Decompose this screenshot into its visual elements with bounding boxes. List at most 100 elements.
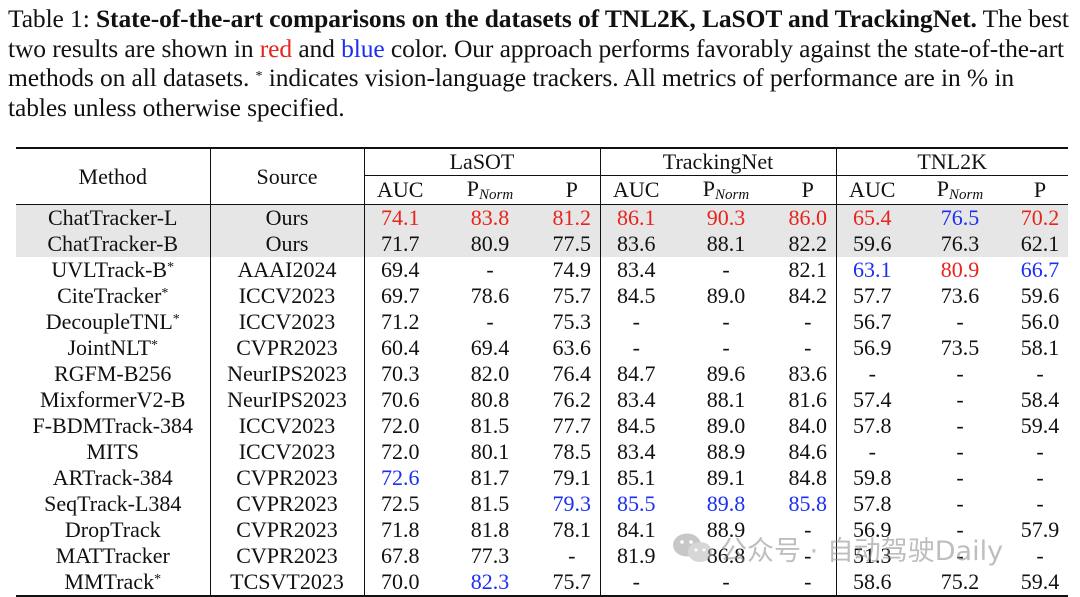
cell-value: 84.1	[617, 517, 656, 542]
cell-value: 69.4	[470, 335, 510, 360]
header-lasot-auc: AUC	[364, 175, 436, 205]
cell-source: ICCV2023	[210, 309, 365, 335]
cell-method: ARTrack-384	[16, 465, 211, 491]
cell-value: 76.4	[544, 361, 601, 387]
header-tnl2k-pnorm: PNorm	[908, 175, 1012, 205]
cell-value: 85.8	[780, 491, 837, 517]
cell-value: 57.9	[1020, 517, 1060, 542]
cell-value: -	[956, 309, 964, 334]
cell-value: 82.2	[780, 231, 837, 257]
caption-text-c: indicates vision-language trackers. All …	[8, 63, 1014, 122]
header-group-tnl2k: TNL2K	[836, 147, 1068, 176]
cell-value: 83.4	[617, 387, 656, 412]
cell-value: 83.6	[780, 361, 837, 387]
cell-source: Ours	[210, 231, 365, 257]
cell-source: CVPR2023	[210, 491, 365, 517]
cell-value: -	[486, 309, 494, 334]
cell-value: 59.8	[853, 465, 892, 490]
cell-method: MITS	[16, 439, 211, 465]
cell-value: 67.8	[381, 543, 420, 568]
cell-value: 70.6	[381, 387, 420, 412]
cell-value: -	[956, 361, 964, 386]
cell-value: 84.8	[780, 465, 837, 491]
cell-method: DecoupleTNL*	[16, 309, 211, 335]
caption-title: State-of-the-art comparisons on the data…	[95, 4, 977, 33]
cell-value: 85.1	[617, 465, 656, 490]
cell-value: 72.0	[381, 413, 420, 438]
vision-language-marker: *	[154, 572, 162, 587]
caption-blue-word: blue	[341, 33, 385, 63]
cell-value: 62.1	[1012, 231, 1068, 257]
table-row: ARTrack-384 CVPR2023 72.6 81.7 79.1 85.1 89.1 8…	[16, 465, 1068, 491]
cell-value: 83.4	[617, 257, 656, 282]
vision-language-marker: *	[172, 312, 180, 327]
cell-value: -	[956, 387, 964, 412]
vision-language-marker: *	[167, 260, 175, 275]
caption-text-b: color. Our approach performs favorably a…	[8, 33, 1064, 93]
cell-value: 81.7	[470, 465, 510, 490]
cell-value: 77.5	[544, 231, 601, 257]
cell-value: -	[486, 257, 494, 282]
cell-method: F-BDMTrack-384	[16, 413, 211, 439]
cell-source: CVPR2023	[210, 543, 365, 569]
cell-method: UVLTrack-B*	[16, 257, 211, 283]
cell-value: -	[1036, 543, 1044, 568]
method-name: ARTrack-384	[52, 465, 173, 490]
cell-value: 84.5	[617, 283, 656, 308]
cell-value: 89.1	[706, 465, 746, 490]
cell-value: 76.5	[908, 204, 1012, 231]
header-tnl2k-auc: AUC	[836, 175, 908, 205]
header-tnl2k-p: P	[1012, 175, 1068, 205]
cell-value: 81.2	[544, 204, 601, 231]
cell-value: 73.6	[940, 283, 980, 308]
cell-source: CVPR2023	[210, 335, 365, 361]
cell-value: -	[780, 335, 837, 361]
cell-value: 59.4	[1020, 413, 1060, 438]
cell-value: 56.9	[853, 335, 892, 360]
cell-value: 79.1	[544, 465, 601, 491]
cell-value: 81.5	[470, 491, 510, 516]
header-pnorm-sub: Norm	[949, 187, 984, 203]
cell-value: 89.6	[706, 361, 746, 386]
cell-value: 59.4	[1012, 569, 1068, 597]
table-row: F-BDMTrack-384 ICCV2023 72.0 81.5 77.7 84.5 89…	[16, 413, 1068, 439]
cell-method: MixformerV2-B	[16, 387, 211, 413]
cell-source: ICCV2023	[210, 283, 365, 309]
header-row-metrics: AUC PNorm P AUC PNorm P AUC PNorm P	[16, 175, 1068, 205]
cell-source: CVPR2023	[210, 517, 365, 543]
cell-value: 84.0	[780, 413, 837, 439]
caption-text-a: The best two results are shown in	[8, 4, 1069, 63]
results-table: Method Source LaSOT TrackingNet TNL2K AU…	[16, 147, 1068, 597]
cell-value: 72.5	[381, 491, 420, 516]
cell-value: 59.6	[1020, 283, 1060, 308]
cell-value: 63.6	[544, 335, 601, 361]
caption-red-word: red	[259, 33, 293, 63]
method-name: MITS	[86, 439, 140, 464]
cell-value: 80.8	[470, 387, 510, 412]
method-name: ChatTracker-L	[48, 205, 178, 230]
cell-method: ChatTracker-L	[16, 204, 211, 231]
cell-value: -	[722, 335, 730, 360]
vision-language-marker: *	[161, 286, 169, 301]
cell-value: 74.1	[364, 204, 436, 231]
cell-value: 88.9	[706, 517, 746, 542]
cell-value: -	[1036, 465, 1044, 490]
caption-star: *	[255, 69, 263, 84]
cell-value: 56.0	[1020, 309, 1060, 334]
header-lasot-pnorm: PNorm	[436, 175, 544, 205]
table-row: MixformerV2-B NeurIPS2023 70.6 80.8 76.2 83.4…	[16, 387, 1068, 413]
method-name: F-BDMTrack-384	[32, 413, 194, 438]
cell-value: 82.1	[780, 257, 837, 283]
cell-value: 78.1	[544, 517, 601, 543]
cell-value: 81.5	[470, 413, 510, 438]
table-row: DecoupleTNL* ICCV2023 71.2-75.3- - -56.7-56.…	[16, 309, 1068, 335]
table-row: ChatTracker-B Ours 71.7 80.9 77.5 83.6 88.1 82.…	[16, 231, 1068, 257]
table-row: ChatTracker-L Ours 74.1 83.8 81.2 86.1 90.3 86.…	[16, 204, 1068, 231]
header-pnorm-sub: Norm	[715, 187, 750, 203]
header-pnorm-sub: Norm	[479, 187, 514, 203]
header-source: Source	[210, 147, 365, 205]
caption-label: Table 1:	[8, 4, 90, 33]
cell-value: -	[868, 361, 876, 386]
cell-value: 89.8	[706, 491, 746, 516]
cell-value: 72.0	[381, 439, 420, 464]
